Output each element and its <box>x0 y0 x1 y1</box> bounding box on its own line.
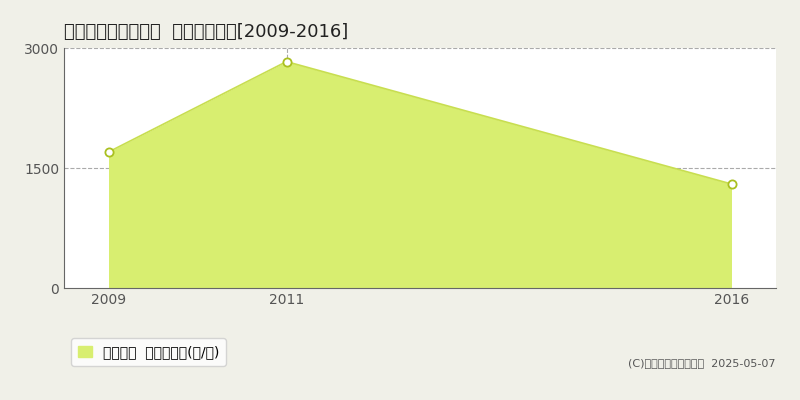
Text: (C)土地価格ドットコム  2025-05-07: (C)土地価格ドットコム 2025-05-07 <box>629 358 776 368</box>
Text: 東田川郡庄内町槇島  農地価格推移[2009-2016]: 東田川郡庄内町槇島 農地価格推移[2009-2016] <box>64 23 348 41</box>
Legend: 農地価格  平均坪単価(円/坪): 農地価格 平均坪単価(円/坪) <box>71 338 226 366</box>
Point <box>725 181 738 187</box>
Point <box>280 58 293 65</box>
Point <box>102 149 115 155</box>
